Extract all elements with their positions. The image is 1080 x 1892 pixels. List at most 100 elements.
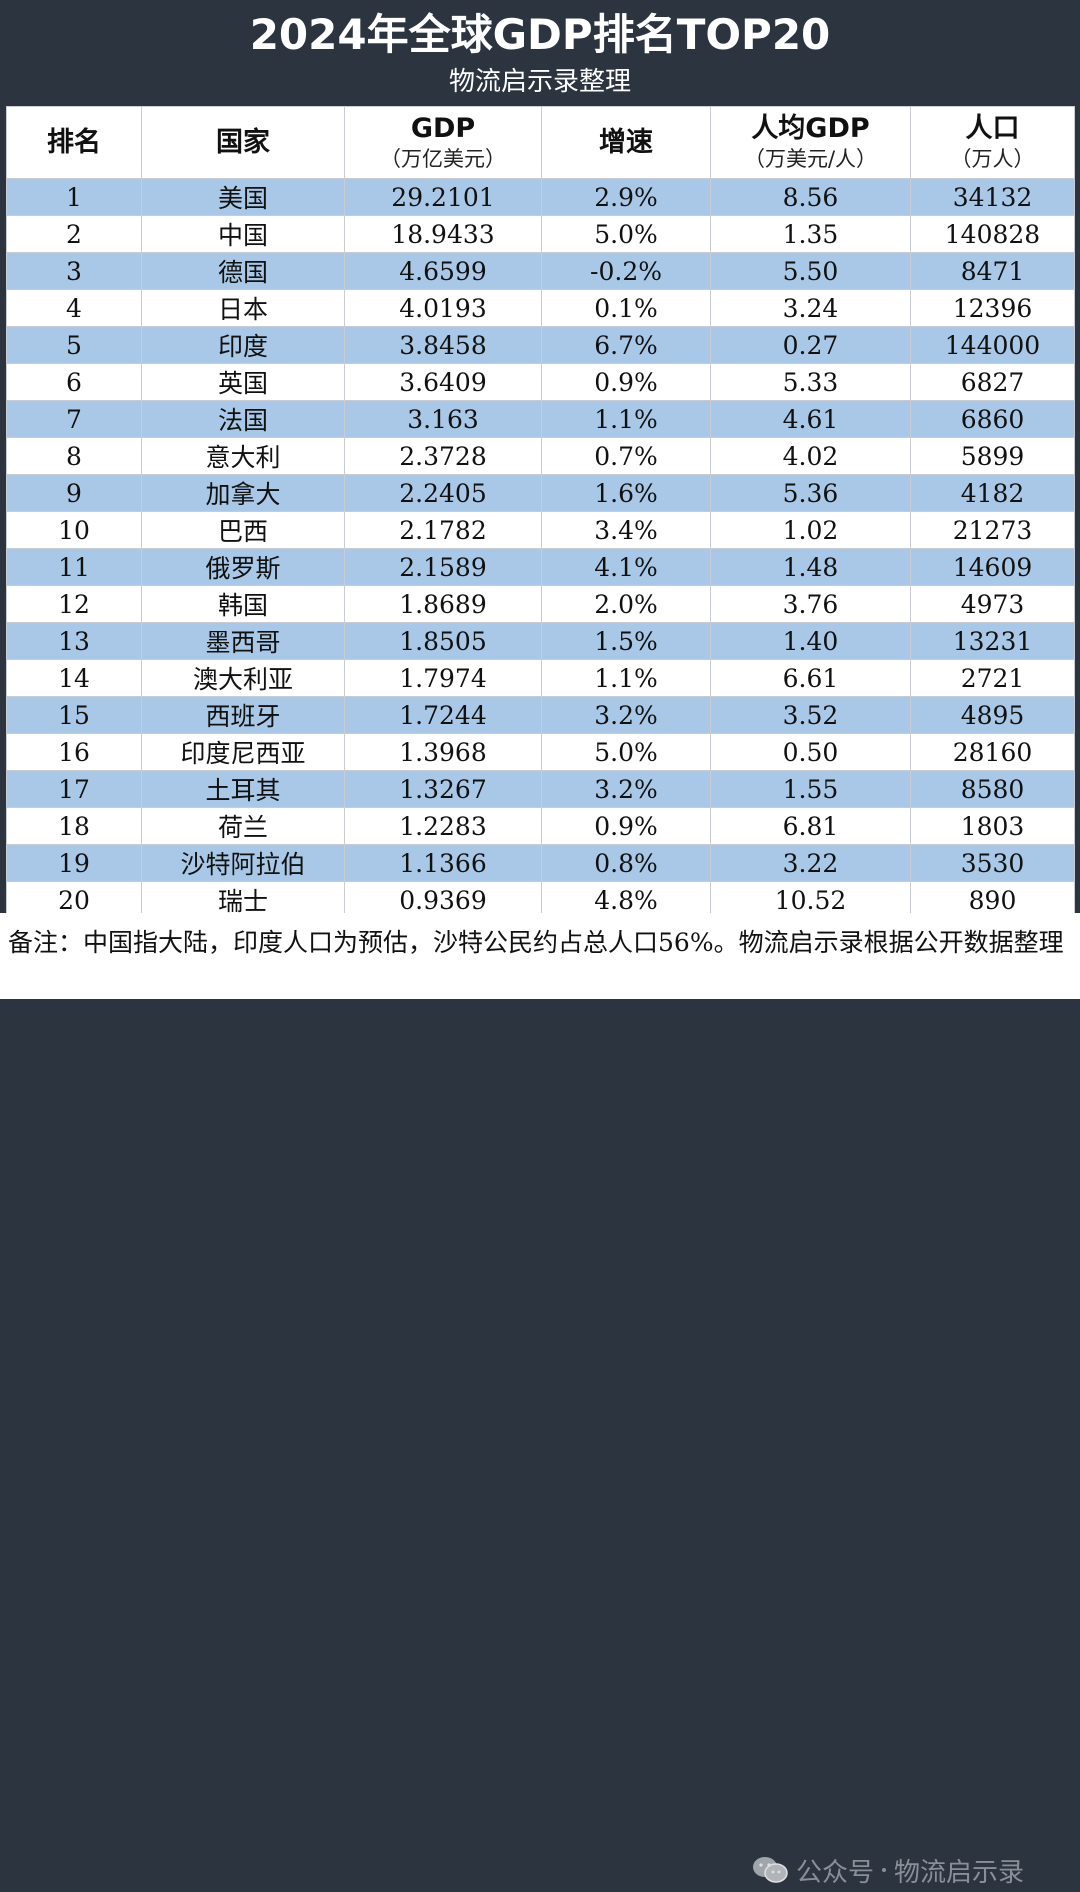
population-cell: 6827: [910, 363, 1075, 401]
rank-cell: 20: [6, 881, 142, 919]
rank-cell: 12: [6, 585, 142, 623]
column-label: 排名: [47, 126, 101, 158]
country-cell: 日本: [141, 289, 345, 327]
table-row: 3 德国 4.6599 -0.2% 5.50 8471: [6, 252, 1075, 290]
rank-cell: 15: [6, 696, 142, 734]
growth-cell: 3.4%: [541, 511, 711, 549]
growth-cell: 0.9%: [541, 807, 711, 845]
gdp-per-capita-cell: 6.61: [710, 659, 911, 697]
growth-cell: 6.7%: [541, 326, 711, 364]
rank-cell: 18: [6, 807, 142, 845]
footnote-text: 备注：中国指大陆，印度人口为预估，沙特公民约占总人口56%。物流启示录根据公开数…: [8, 928, 1064, 957]
population-cell: 5899: [910, 437, 1075, 475]
country-cell: 中国: [141, 215, 345, 253]
population-cell: 3530: [910, 844, 1075, 882]
gdp-per-capita-cell: 3.22: [710, 844, 911, 882]
column-header-population: 人口 （万人）: [910, 106, 1075, 179]
table-row: 6 英国 3.6409 0.9% 5.33 6827: [6, 363, 1075, 401]
rank-cell: 10: [6, 511, 142, 549]
gdp-cell: 2.2405: [344, 474, 542, 512]
rank-cell: 5: [6, 326, 142, 364]
population-cell: 4973: [910, 585, 1075, 623]
gdp-cell: 4.6599: [344, 252, 542, 290]
column-header-growth: 增速: [541, 106, 711, 179]
growth-cell: 1.1%: [541, 659, 711, 697]
table-row: 2 中国 18.9433 5.0% 1.35 140828: [6, 215, 1075, 253]
country-cell: 瑞士: [141, 881, 345, 919]
rank-cell: 16: [6, 733, 142, 771]
gdp-cell: 1.8505: [344, 622, 542, 660]
rank-cell: 1: [6, 178, 142, 216]
watermark-account: 公众号: [796, 1857, 875, 1888]
gdp-cell: 1.3267: [344, 770, 542, 808]
population-cell: 4895: [910, 696, 1075, 734]
growth-cell: 0.7%: [541, 437, 711, 475]
rank-cell: 13: [6, 622, 142, 660]
population-cell: 28160: [910, 733, 1075, 771]
population-cell: 890: [910, 881, 1075, 919]
population-cell: 34132: [910, 178, 1075, 216]
gdp-per-capita-cell: 1.48: [710, 548, 911, 586]
page-title: 2024年全球GDP排名TOP20: [249, 10, 831, 59]
rank-cell: 8: [6, 437, 142, 475]
table-row: 16 印度尼西亚 1.3968 5.0% 0.50 28160: [6, 733, 1075, 771]
rank-cell: 7: [6, 400, 142, 438]
watermark: 公众号 物流启示录: [752, 1850, 1024, 1890]
gdp-per-capita-cell: 5.33: [710, 363, 911, 401]
gdp-per-capita-cell: 10.52: [710, 881, 911, 919]
rank-cell: 2: [6, 215, 142, 253]
column-unit: （万亿美元）: [380, 146, 506, 171]
gdp-cell: 1.8689: [344, 585, 542, 623]
country-cell: 英国: [141, 363, 345, 401]
gdp-cell: 3.163: [344, 400, 542, 438]
country-cell: 韩国: [141, 585, 345, 623]
column-header-gdp: GDP （万亿美元）: [344, 106, 542, 179]
table-row: 8 意大利 2.3728 0.7% 4.02 5899: [6, 437, 1075, 475]
population-cell: 1803: [910, 807, 1075, 845]
gdp-per-capita-cell: 0.50: [710, 733, 911, 771]
rank-cell: 3: [6, 252, 142, 290]
gdp-per-capita-cell: 3.52: [710, 696, 911, 734]
header: 2024年全球GDP排名TOP20 物流启示录整理: [0, 0, 1080, 106]
rank-cell: 14: [6, 659, 142, 697]
growth-cell: 5.0%: [541, 733, 711, 771]
country-cell: 墨西哥: [141, 622, 345, 660]
gdp-cell: 4.0193: [344, 289, 542, 327]
column-label: 人口: [965, 112, 1020, 144]
table-row: 18 荷兰 1.2283 0.9% 6.81 1803: [6, 807, 1075, 845]
table-row: 17 土耳其 1.3267 3.2% 1.55 8580: [6, 770, 1075, 808]
country-cell: 荷兰: [141, 807, 345, 845]
table-row: 4 日本 4.0193 0.1% 3.24 12396: [6, 289, 1075, 327]
table-row: 12 韩国 1.8689 2.0% 3.76 4973: [6, 585, 1075, 623]
population-cell: 6860: [910, 400, 1075, 438]
country-cell: 加拿大: [141, 474, 345, 512]
rank-cell: 19: [6, 844, 142, 882]
gdp-per-capita-cell: 8.56: [710, 178, 911, 216]
table-row: 14 澳大利亚 1.7974 1.1% 6.61 2721: [6, 659, 1075, 697]
gdp-per-capita-cell: 1.02: [710, 511, 911, 549]
wechat-icon: [752, 1855, 788, 1885]
country-cell: 沙特阿拉伯: [141, 844, 345, 882]
watermark-name: 物流启示录: [894, 1857, 1025, 1888]
table-row: 11 俄罗斯 2.1589 4.1% 1.48 14609: [6, 548, 1075, 586]
gdp-cell: 1.3968: [344, 733, 542, 771]
table-row: 7 法国 3.163 1.1% 4.61 6860: [6, 400, 1075, 438]
column-label: 国家: [216, 126, 270, 158]
growth-cell: 0.1%: [541, 289, 711, 327]
country-cell: 澳大利亚: [141, 659, 345, 697]
growth-cell: 2.9%: [541, 178, 711, 216]
growth-cell: 3.2%: [541, 696, 711, 734]
growth-cell: -0.2%: [541, 252, 711, 290]
column-header-gdp-per-capita: 人均GDP （万美元/人）: [710, 106, 911, 179]
gdp-per-capita-cell: 4.02: [710, 437, 911, 475]
table-row: 1 美国 29.2101 2.9% 8.56 34132: [6, 178, 1075, 216]
country-cell: 西班牙: [141, 696, 345, 734]
country-cell: 意大利: [141, 437, 345, 475]
column-header-rank: 排名: [6, 106, 142, 179]
gdp-ranking-table: 排名 国家 GDP （万亿美元） 增速 人均GDP （万美元/人） 人口: [6, 106, 1075, 919]
growth-cell: 4.1%: [541, 548, 711, 586]
growth-cell: 0.8%: [541, 844, 711, 882]
gdp-per-capita-cell: 3.76: [710, 585, 911, 623]
population-cell: 4182: [910, 474, 1075, 512]
